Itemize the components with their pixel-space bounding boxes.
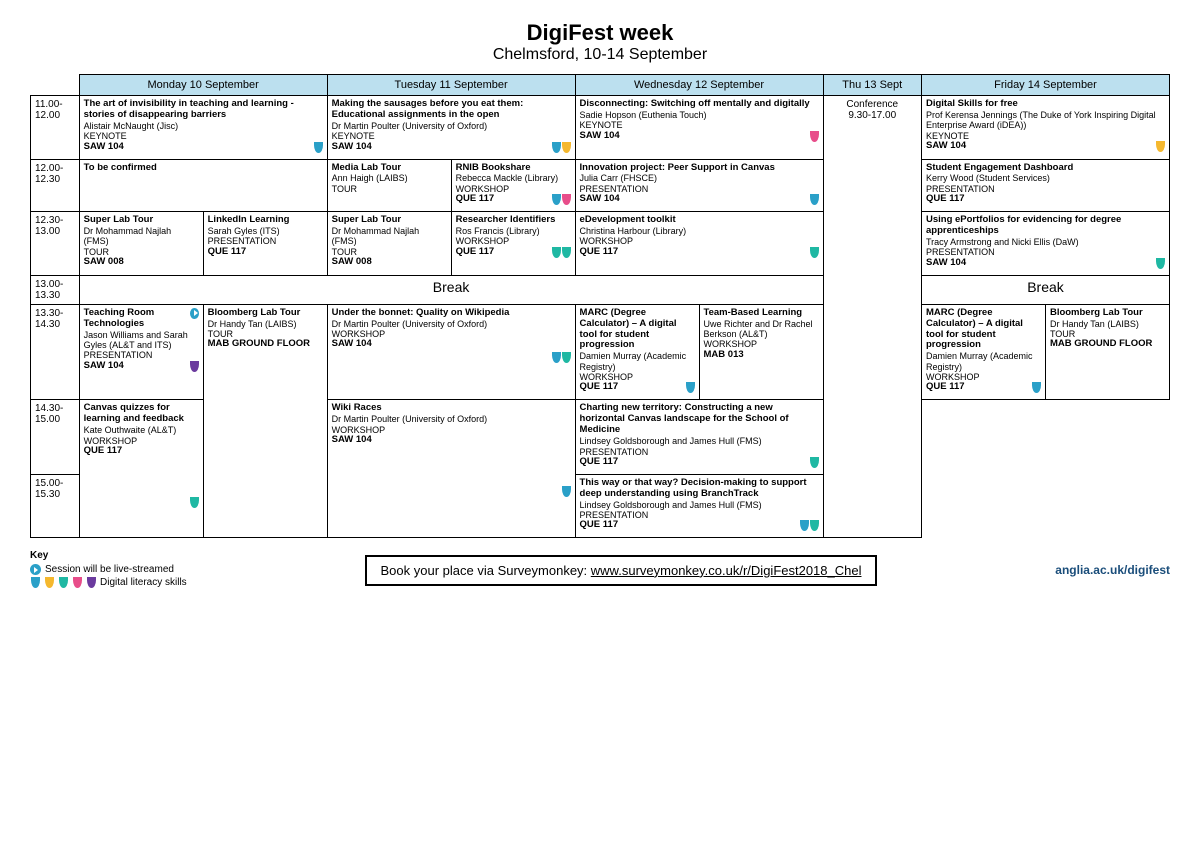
session-fri-1: Digital Skills for free Prof Kerensa Jen… bbox=[921, 96, 1169, 160]
session-wed-5a: MARC (Degree Calculator) – A digital too… bbox=[575, 304, 699, 400]
day-header-mon: Monday 10 September bbox=[79, 75, 327, 96]
booking-box: Book your place via Surveymonkey: www.su… bbox=[365, 555, 878, 586]
break-fri: Break bbox=[921, 275, 1169, 304]
session-wed-3: eDevelopment toolkit Christina Harbour (… bbox=[575, 212, 823, 276]
time-1300: 13.00- 13.30 bbox=[31, 275, 80, 304]
shield-icon bbox=[810, 520, 819, 531]
shield-icon bbox=[810, 457, 819, 468]
shield-icon bbox=[1032, 382, 1041, 393]
session-mon-3a: Super Lab Tour Dr Mohammad Najlah (FMS) … bbox=[79, 212, 203, 276]
thu-conference: Conference 9.30-17.00 bbox=[823, 96, 921, 538]
key-legend: Key Session will be live-streamed Digita… bbox=[30, 550, 187, 590]
time-1200: 12.00- 12.30 bbox=[31, 159, 80, 212]
day-header-fri: Friday 14 September bbox=[921, 75, 1169, 96]
session-fri-3: Using ePortfolios for evidencing for deg… bbox=[921, 212, 1169, 276]
session-mon-6a: Canvas quizzes for learning and feedback… bbox=[79, 400, 203, 538]
live-stream-icon bbox=[190, 308, 199, 319]
break-mon-wed: Break bbox=[79, 275, 823, 304]
shield-icon bbox=[31, 577, 40, 588]
shield-icon bbox=[190, 497, 199, 508]
page-title: DigiFest week bbox=[30, 20, 1170, 46]
session-tue-3b: Researcher Identifiers Ros Francis (Libr… bbox=[451, 212, 575, 276]
session-wed-2: Innovation project: Peer Support in Canv… bbox=[575, 159, 823, 212]
page-subtitle: Chelmsford, 10-14 September bbox=[30, 46, 1170, 64]
session-wed-1: Disconnecting: Switching off mentally an… bbox=[575, 96, 823, 160]
time-1230: 12.30- 13.00 bbox=[31, 212, 80, 276]
day-header-tue: Tuesday 11 September bbox=[327, 75, 575, 96]
session-mon-3b: LinkedIn Learning Sarah Gyles (ITS) PRES… bbox=[203, 212, 327, 276]
shield-icon bbox=[562, 247, 571, 258]
time-1330: 13.30- 14.30 bbox=[31, 304, 80, 400]
shield-icon bbox=[87, 577, 96, 588]
session-fri-5a: MARC (Degree Calculator) – A digital too… bbox=[921, 304, 1045, 400]
time-1430: 14.30- 15.00 bbox=[31, 400, 80, 474]
session-mon-5a: Teaching Room Technologies Jason William… bbox=[79, 304, 203, 400]
session-mon-1: The art of invisibility in teaching and … bbox=[79, 96, 327, 160]
shield-icon bbox=[810, 194, 819, 205]
shield-icon bbox=[1156, 258, 1165, 269]
shield-icon bbox=[73, 577, 82, 588]
footer: Key Session will be live-streamed Digita… bbox=[30, 550, 1170, 590]
shield-icon bbox=[552, 247, 561, 258]
shield-icon bbox=[810, 131, 819, 142]
session-tue-5: Under the bonnet: Quality on Wikipedia D… bbox=[327, 304, 575, 400]
shield-icon bbox=[552, 194, 561, 205]
session-fri-5b: Bloomberg Lab Tour Dr Handy Tan (LAIBS) … bbox=[1045, 304, 1169, 400]
shield-icon bbox=[314, 142, 323, 153]
shield-icon bbox=[562, 142, 571, 153]
session-wed-6: Charting new territory: Constructing a n… bbox=[575, 400, 823, 474]
shield-icon bbox=[1156, 141, 1165, 152]
shield-icon bbox=[686, 382, 695, 393]
time-1500: 15.00- 15.30 bbox=[31, 474, 80, 538]
fri-empty bbox=[921, 400, 1169, 538]
session-mon-5b: Bloomberg Lab Tour Dr Handy Tan (LAIBS) … bbox=[203, 304, 327, 538]
shield-icon bbox=[59, 577, 68, 588]
session-tue-1: Making the sausages before you eat them:… bbox=[327, 96, 575, 160]
session-tue-3a: Super Lab Tour Dr Mohammad Najlah (FMS) … bbox=[327, 212, 451, 276]
live-stream-icon bbox=[30, 564, 41, 575]
shield-icon bbox=[45, 577, 54, 588]
booking-link[interactable]: www.surveymonkey.co.uk/r/DigiFest2018_Ch… bbox=[591, 563, 862, 578]
day-header-thu: Thu 13 Sept bbox=[823, 75, 921, 96]
blank-corner bbox=[31, 75, 80, 96]
site-url: anglia.ac.uk/digifest bbox=[1055, 563, 1170, 577]
shield-icon bbox=[810, 247, 819, 258]
session-fri-2: Student Engagement Dashboard Kerry Wood … bbox=[921, 159, 1169, 212]
shield-icon bbox=[552, 352, 561, 363]
session-wed-7: This way or that way? Decision-making to… bbox=[575, 474, 823, 538]
session-tue-2b: RNIB Bookshare Rebecca Mackle (Library) … bbox=[451, 159, 575, 212]
session-tue-2a: Media Lab Tour Ann Haigh (LAIBS) TOUR bbox=[327, 159, 451, 212]
time-1100: 11.00- 12.00 bbox=[31, 96, 80, 160]
shield-icon bbox=[552, 142, 561, 153]
session-wed-5b: Team-Based Learning Uwe Richter and Dr R… bbox=[699, 304, 823, 400]
schedule-table: Monday 10 September Tuesday 11 September… bbox=[30, 74, 1170, 538]
shield-icon bbox=[562, 194, 571, 205]
shield-icon bbox=[562, 352, 571, 363]
page-header: DigiFest week Chelmsford, 10-14 Septembe… bbox=[30, 20, 1170, 64]
shield-icon bbox=[562, 486, 571, 497]
shield-icon bbox=[800, 520, 809, 531]
day-header-wed: Wednesday 12 September bbox=[575, 75, 823, 96]
session-mon-2: To be confirmed bbox=[79, 159, 327, 212]
shield-icon bbox=[190, 361, 199, 372]
session-tue-6: Wiki Races Dr Martin Poulter (University… bbox=[327, 400, 575, 538]
